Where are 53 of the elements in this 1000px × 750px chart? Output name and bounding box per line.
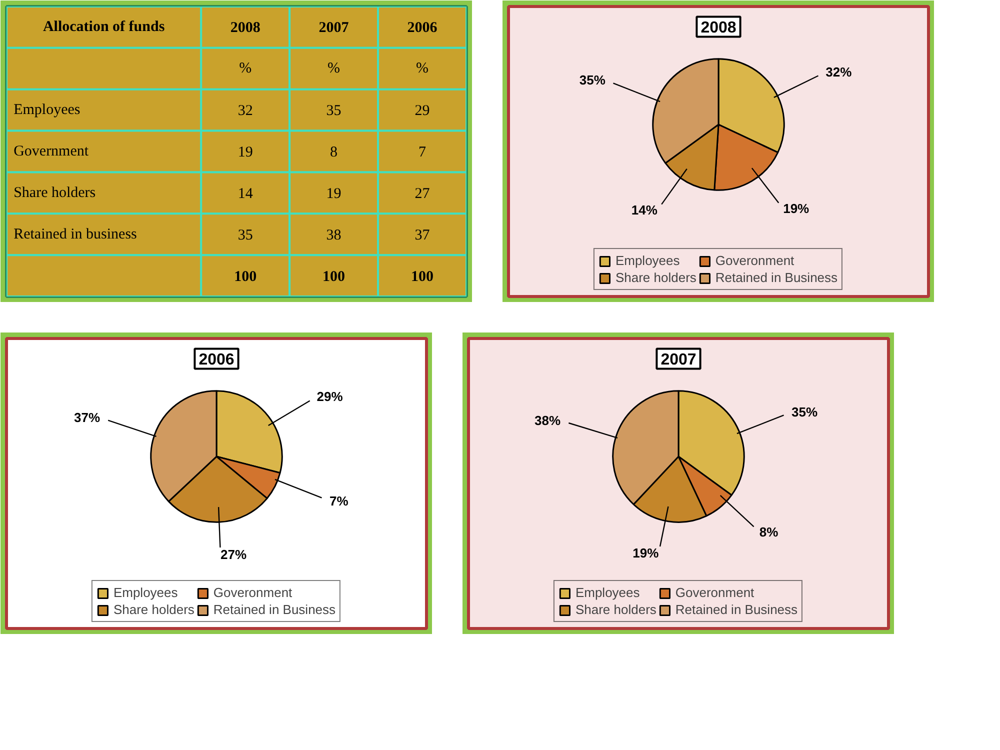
data-label: 14 xyxy=(238,186,254,202)
legend-label: Employees xyxy=(113,585,178,600)
data-label: 32 xyxy=(238,103,253,120)
data-label: 19 xyxy=(326,186,342,202)
data-label: 19 xyxy=(238,144,253,160)
legend-label: Goveronment xyxy=(675,585,754,600)
chart-title: 2007 xyxy=(660,352,696,369)
legend-label: Retained in Business xyxy=(213,602,336,617)
data-label: 35% xyxy=(579,72,606,88)
category-label: Government xyxy=(14,144,90,160)
legend-label: Employees xyxy=(575,585,640,600)
legend-label: Retained in Business xyxy=(715,270,838,285)
data-label: 29% xyxy=(316,389,344,404)
chart-title: 2006 xyxy=(198,352,234,369)
legend-label: Goveronment xyxy=(715,253,794,268)
data-label: 32% xyxy=(826,64,852,80)
data-label: 7% xyxy=(330,493,349,508)
data-label: 8 xyxy=(330,144,338,160)
data-label: 19% xyxy=(632,546,660,561)
data-label: 35 xyxy=(326,103,342,120)
data-label: 38 xyxy=(326,227,342,244)
data-label: 38% xyxy=(534,413,561,428)
data-label: 7 xyxy=(418,144,427,160)
category-label: Retained in business xyxy=(14,226,138,242)
legend-label: Employees xyxy=(615,253,680,268)
data-label: 35% xyxy=(792,404,818,420)
text: Allocation of funds xyxy=(42,19,165,36)
text: 100 xyxy=(322,268,346,285)
text: 2006 xyxy=(407,20,438,36)
text: 100 xyxy=(234,268,257,285)
data-label: 37 xyxy=(414,227,430,244)
text: 2007 xyxy=(318,20,350,36)
category-label: Share holders xyxy=(14,184,96,201)
text: 100 xyxy=(411,268,434,285)
legend-label: Goveronment xyxy=(213,585,292,600)
data-label: 8% xyxy=(759,524,779,540)
data-label: 27 xyxy=(414,186,430,202)
data-label: 19% xyxy=(783,201,810,216)
data-label: 37% xyxy=(74,410,100,426)
text: % xyxy=(239,60,252,77)
data-label: 27% xyxy=(220,546,247,562)
legend-label: Share holders xyxy=(575,602,656,617)
data-label: 35 xyxy=(238,227,253,244)
data-label: 29 xyxy=(414,103,430,120)
text: % xyxy=(328,60,340,77)
data-label: 14% xyxy=(631,202,658,218)
legend-label: Retained in Business xyxy=(675,602,798,617)
legend-label: Share holders xyxy=(113,602,194,617)
chart-title: 2008 xyxy=(700,20,736,37)
text: 2008 xyxy=(230,20,260,36)
legend-label: Share holders xyxy=(615,270,696,285)
text: % xyxy=(416,60,429,77)
category-label: Employees xyxy=(14,102,80,118)
